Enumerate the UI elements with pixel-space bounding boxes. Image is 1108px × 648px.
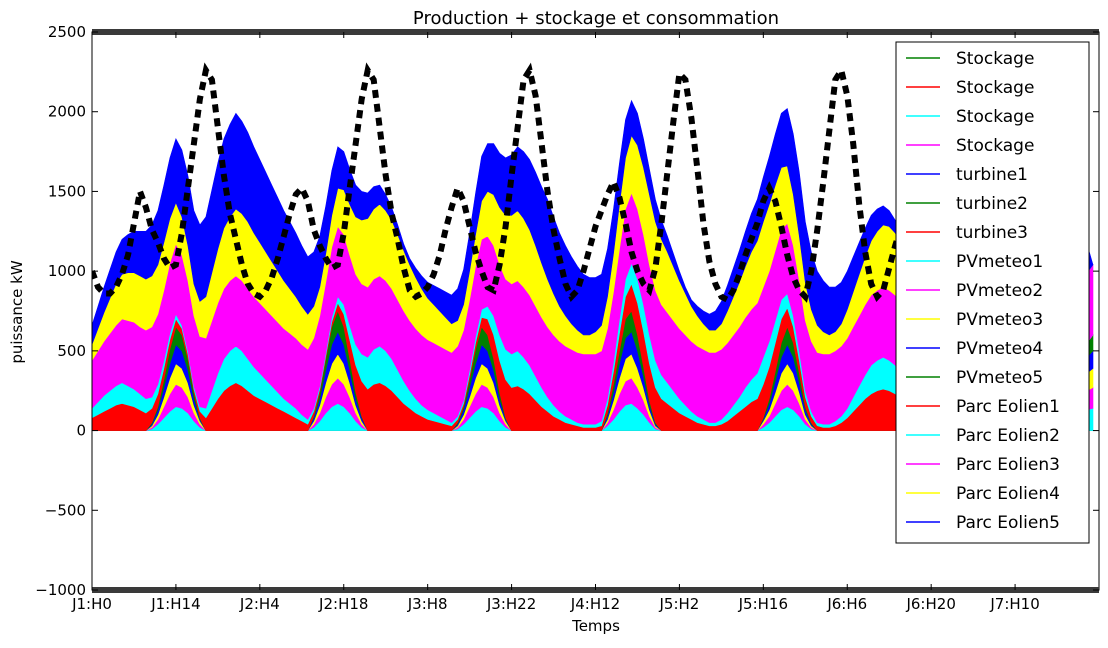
legend-label: turbine2	[956, 194, 1028, 214]
legend-label: turbine1	[956, 165, 1028, 185]
legend-label: Stockage	[956, 107, 1034, 127]
x-tick-label: J1:H0	[71, 595, 112, 613]
legend-label: Stockage	[956, 136, 1034, 156]
plot-area	[92, 62, 1094, 431]
x-tick-label: J5:H2	[658, 595, 699, 613]
x-tick-label: J5:H16	[738, 595, 788, 613]
x-tick-label: J1:H14	[150, 595, 200, 613]
x-tick-label: J6:H20	[905, 595, 955, 613]
y-tick-label: 500	[57, 342, 86, 360]
x-tick-label: J6:H6	[826, 595, 867, 613]
legend-label: PVmeteo3	[956, 310, 1043, 330]
legend-label: Parc Eolien3	[956, 455, 1060, 475]
legend-label: turbine3	[956, 223, 1028, 243]
legend-label: PVmeteo1	[956, 252, 1043, 272]
area-parc-eolien5	[92, 99, 1094, 349]
legend-label: PVmeteo2	[956, 281, 1043, 301]
plot-content	[92, 62, 1094, 431]
legend-label: Parc Eolien4	[956, 484, 1060, 504]
x-tick-label: J2:H4	[239, 595, 280, 613]
legend-label: Stockage	[956, 78, 1034, 98]
x-tick-label: J7:H10	[989, 595, 1039, 613]
x-tick-label: J3:H8	[407, 595, 448, 613]
x-tick-label: J3:H22	[486, 595, 536, 613]
legend-label: Stockage	[956, 49, 1034, 69]
y-tick-label: 0	[76, 422, 86, 440]
legend-label: Parc Eolien5	[956, 513, 1060, 533]
legend-label: Parc Eolien1	[956, 397, 1060, 417]
legend: Stockage Stockage Stockage Stockage turbine1…	[895, 41, 1090, 544]
x-tick-label: J2:H18	[318, 595, 368, 613]
legend-box	[895, 41, 1090, 544]
y-axis-label: puissance kW	[8, 260, 26, 363]
y-tick-label: −1000	[35, 581, 86, 599]
legend-label: PVmeteo5	[956, 368, 1043, 388]
x-axis-label: Temps	[571, 617, 620, 635]
y-tick-label: 2500	[48, 23, 86, 41]
x-tick-label: J4:H12	[570, 595, 620, 613]
y-tick-label: 1500	[48, 182, 86, 200]
chart-title: Production + stockage et consommation	[413, 8, 779, 29]
axes: −1000 −500 0 500 1000 1500 2000 2500 J1:H0 J1:H14…	[35, 23, 1100, 613]
y-tick-label: 2000	[48, 103, 86, 121]
y-tick-label: 1000	[48, 262, 86, 280]
legend-label: Parc Eolien2	[956, 426, 1060, 446]
legend-label: PVmeteo4	[956, 339, 1043, 359]
y-tick-label: −500	[45, 501, 86, 519]
